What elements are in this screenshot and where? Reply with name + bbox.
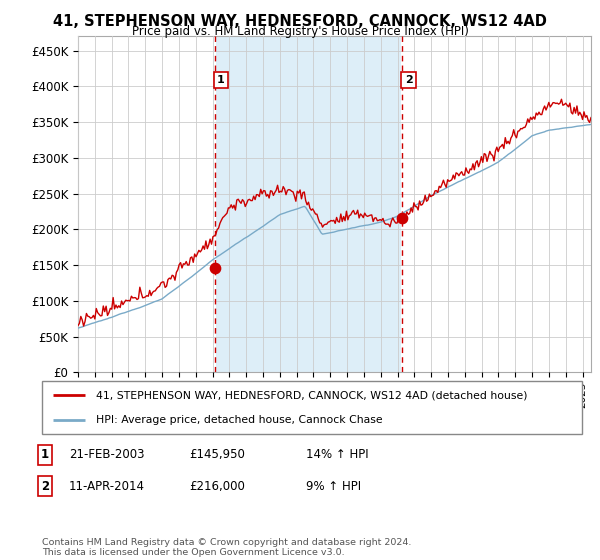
Text: Price paid vs. HM Land Registry's House Price Index (HPI): Price paid vs. HM Land Registry's House … bbox=[131, 25, 469, 38]
Text: 41, STEPHENSON WAY, HEDNESFORD, CANNOCK, WS12 4AD (detached house): 41, STEPHENSON WAY, HEDNESFORD, CANNOCK,… bbox=[96, 390, 527, 400]
Text: HPI: Average price, detached house, Cannock Chase: HPI: Average price, detached house, Cann… bbox=[96, 414, 383, 424]
Text: 2: 2 bbox=[41, 479, 49, 493]
Text: 1: 1 bbox=[41, 448, 49, 461]
FancyBboxPatch shape bbox=[42, 381, 582, 434]
Text: Contains HM Land Registry data © Crown copyright and database right 2024.
This d: Contains HM Land Registry data © Crown c… bbox=[42, 538, 412, 557]
Text: 2: 2 bbox=[405, 75, 413, 85]
Text: 1: 1 bbox=[217, 75, 225, 85]
Text: 41, STEPHENSON WAY, HEDNESFORD, CANNOCK, WS12 4AD: 41, STEPHENSON WAY, HEDNESFORD, CANNOCK,… bbox=[53, 14, 547, 29]
Text: 9% ↑ HPI: 9% ↑ HPI bbox=[306, 479, 361, 493]
Point bbox=[210, 264, 220, 273]
Text: £145,950: £145,950 bbox=[189, 448, 245, 461]
Point bbox=[397, 213, 407, 222]
Text: 11-APR-2014: 11-APR-2014 bbox=[69, 479, 145, 493]
Text: 14% ↑ HPI: 14% ↑ HPI bbox=[306, 448, 368, 461]
Text: 21-FEB-2003: 21-FEB-2003 bbox=[69, 448, 145, 461]
Text: £216,000: £216,000 bbox=[189, 479, 245, 493]
